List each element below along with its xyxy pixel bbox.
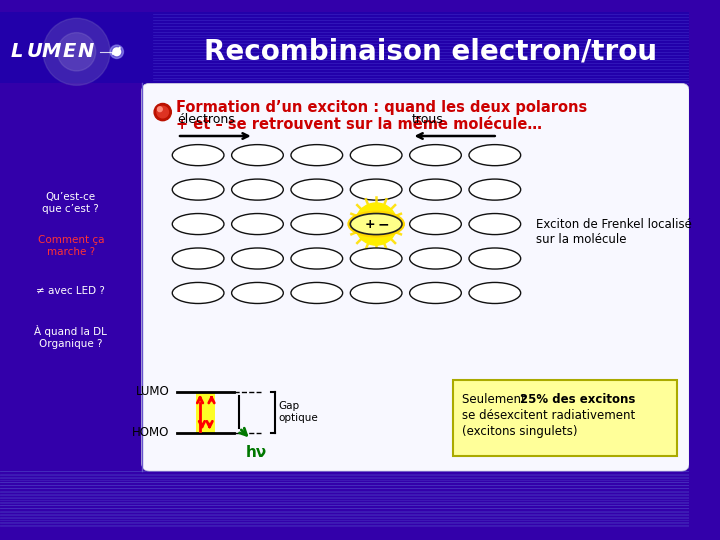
Text: Gap
optique: Gap optique <box>279 401 318 423</box>
Text: Recombinaison electron/trou: Recombinaison electron/trou <box>204 38 657 66</box>
Text: À quand la DL
Organique ?: À quand la DL Organique ? <box>35 325 107 349</box>
Text: + et – se retrouvent sur la même molécule…: + et – se retrouvent sur la même molécul… <box>176 117 542 132</box>
FancyBboxPatch shape <box>453 380 677 456</box>
Ellipse shape <box>469 248 521 269</box>
Ellipse shape <box>469 282 521 303</box>
Ellipse shape <box>469 179 521 200</box>
Circle shape <box>157 106 168 118</box>
Ellipse shape <box>351 145 402 166</box>
Ellipse shape <box>232 248 283 269</box>
Ellipse shape <box>291 179 343 200</box>
Text: −: − <box>377 217 389 231</box>
Ellipse shape <box>291 248 343 269</box>
Ellipse shape <box>172 248 224 269</box>
Text: Formation d’un exciton : quand les deux polarons: Formation d’un exciton : quand les deux … <box>176 100 588 115</box>
FancyBboxPatch shape <box>0 11 153 88</box>
Text: Seulement: Seulement <box>462 393 530 406</box>
Text: électrons: électrons <box>177 113 235 126</box>
Text: ≠ avec LED ?: ≠ avec LED ? <box>37 286 105 296</box>
Ellipse shape <box>232 282 283 303</box>
Ellipse shape <box>291 145 343 166</box>
Ellipse shape <box>291 282 343 303</box>
Circle shape <box>113 48 120 56</box>
FancyBboxPatch shape <box>0 83 142 471</box>
Circle shape <box>158 107 162 112</box>
Text: Qu’est-ce
que c’est ?: Qu’est-ce que c’est ? <box>42 192 99 214</box>
Ellipse shape <box>469 213 521 234</box>
Ellipse shape <box>232 145 283 166</box>
Ellipse shape <box>232 179 283 200</box>
Text: N: N <box>78 42 94 61</box>
Text: Exciton de Frenkel localisé
sur la molécule: Exciton de Frenkel localisé sur la moléc… <box>536 218 692 246</box>
FancyBboxPatch shape <box>0 11 689 529</box>
FancyBboxPatch shape <box>197 392 215 433</box>
Text: HOMO: HOMO <box>132 426 169 439</box>
Ellipse shape <box>351 179 402 200</box>
Ellipse shape <box>351 213 402 234</box>
Circle shape <box>43 18 110 85</box>
Text: M: M <box>42 42 61 61</box>
Ellipse shape <box>410 145 462 166</box>
Text: (excitons singulets): (excitons singulets) <box>462 426 577 438</box>
Ellipse shape <box>351 248 402 269</box>
Ellipse shape <box>410 213 462 234</box>
Ellipse shape <box>172 145 224 166</box>
Text: trous: trous <box>412 113 444 126</box>
Text: +: + <box>364 218 375 231</box>
Ellipse shape <box>410 248 462 269</box>
Text: L: L <box>11 42 24 61</box>
Text: E: E <box>62 42 76 61</box>
Ellipse shape <box>232 213 283 234</box>
Text: hν: hν <box>246 445 267 460</box>
Ellipse shape <box>469 145 521 166</box>
Circle shape <box>355 203 397 245</box>
Ellipse shape <box>351 282 402 303</box>
Ellipse shape <box>410 179 462 200</box>
Text: se désexcitent radiativement: se désexcitent radiativement <box>462 409 636 422</box>
Circle shape <box>154 104 171 120</box>
Ellipse shape <box>172 179 224 200</box>
Circle shape <box>58 32 96 71</box>
Text: U: U <box>27 42 42 61</box>
Text: LUMO: LUMO <box>135 385 169 398</box>
Ellipse shape <box>291 213 343 234</box>
Text: 25% des excitons: 25% des excitons <box>520 393 635 406</box>
FancyBboxPatch shape <box>0 11 689 83</box>
FancyBboxPatch shape <box>142 83 689 471</box>
Ellipse shape <box>172 282 224 303</box>
Ellipse shape <box>172 213 224 234</box>
Text: Comment ça
marche ?: Comment ça marche ? <box>37 235 104 257</box>
Circle shape <box>110 45 123 58</box>
Ellipse shape <box>348 212 404 237</box>
Ellipse shape <box>410 282 462 303</box>
